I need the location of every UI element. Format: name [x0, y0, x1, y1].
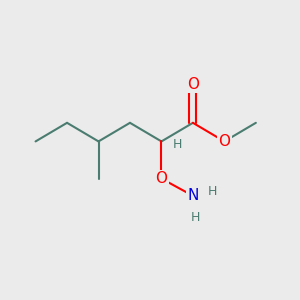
Text: O: O — [155, 171, 167, 186]
Text: H: H — [191, 211, 200, 224]
Text: N: N — [187, 188, 199, 203]
Text: H: H — [208, 185, 217, 198]
Text: O: O — [218, 134, 230, 149]
Text: O: O — [187, 77, 199, 92]
Text: H: H — [172, 138, 182, 151]
